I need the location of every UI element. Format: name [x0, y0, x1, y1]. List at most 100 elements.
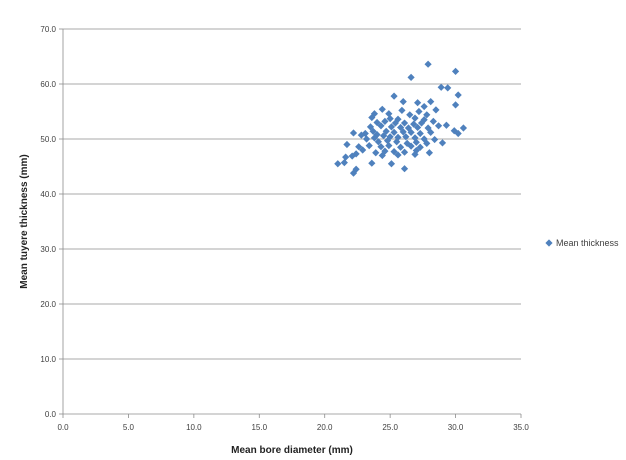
y-tick-label: 70.0	[40, 25, 56, 34]
legend: Mean thickness	[545, 238, 619, 248]
data-point	[373, 118, 381, 127]
data-point	[406, 111, 414, 119]
data-point	[357, 131, 365, 139]
x-axis-title: Mean bore diameter (mm)	[231, 445, 353, 456]
data-point	[407, 73, 415, 81]
y-tick-label: 30.0	[40, 245, 56, 254]
y-tick-label: 0.0	[45, 410, 57, 419]
data-point	[425, 149, 433, 157]
data-point	[411, 134, 419, 142]
x-tick-label: 0.0	[57, 423, 69, 432]
y-tick-label: 10.0	[40, 355, 56, 364]
data-point	[387, 123, 396, 131]
data-point	[399, 98, 407, 106]
data-point	[386, 133, 394, 141]
data-point	[411, 114, 419, 122]
data-point	[423, 139, 431, 147]
data-point	[412, 138, 420, 146]
data-point	[451, 67, 460, 75]
data-point	[427, 128, 435, 136]
data-point	[380, 132, 388, 140]
tick-labels: 0.0 10.0 20.0 30.0 40.0 50.0 60.0 70.0 0.0 5.0 10.…	[40, 25, 529, 432]
x-tick-label: 10.0	[186, 423, 202, 432]
data-point	[386, 115, 394, 123]
data-point	[343, 140, 351, 149]
data-point	[365, 142, 373, 150]
data-point	[381, 117, 389, 125]
legend-label: Mean thickness	[556, 238, 619, 248]
data-point	[402, 133, 410, 141]
data-point	[390, 92, 398, 100]
data-point	[412, 146, 420, 155]
y-tick-label: 40.0	[40, 190, 56, 199]
data-point	[454, 91, 462, 99]
data-point	[377, 122, 385, 130]
data-point	[420, 102, 428, 111]
data-point	[432, 106, 440, 114]
data-point	[397, 143, 405, 151]
x-tick-label: 20.0	[317, 423, 333, 432]
x-tick-label: 35.0	[513, 423, 529, 432]
data-point	[390, 148, 398, 156]
data-point	[398, 106, 406, 114]
y-tick-label: 20.0	[40, 300, 56, 309]
data-point	[438, 139, 447, 147]
x-tick-label: 25.0	[382, 423, 398, 432]
y-tick-label: 50.0	[40, 135, 56, 144]
data-point	[394, 115, 402, 123]
data-point	[349, 129, 358, 137]
data-point	[342, 153, 350, 161]
data-point	[372, 149, 380, 157]
data-point	[348, 152, 356, 160]
data-point	[459, 124, 468, 132]
data-point	[377, 143, 385, 151]
data-point	[378, 105, 386, 113]
data-point	[451, 101, 460, 109]
data-point	[355, 143, 363, 151]
axes	[59, 28, 522, 418]
data-point	[340, 159, 348, 167]
data-point	[414, 123, 422, 132]
data-point	[424, 60, 432, 68]
y-axis-title: Mean tuyere thickness (mm)	[19, 154, 30, 289]
data-point	[368, 159, 376, 167]
data-point	[416, 129, 424, 138]
data-point	[407, 142, 415, 150]
data-point	[349, 169, 358, 177]
data-point	[369, 127, 377, 135]
data-point	[415, 107, 423, 116]
data-point	[404, 124, 413, 132]
data-point	[394, 151, 402, 159]
data-point	[417, 119, 426, 127]
data-point	[391, 119, 399, 127]
legend-marker-diamond	[545, 239, 553, 247]
data-point	[423, 111, 431, 119]
data-point	[407, 128, 415, 136]
data-point	[434, 122, 443, 130]
x-tick-label: 5.0	[123, 423, 135, 432]
data-point	[400, 119, 409, 127]
data-point	[390, 128, 398, 136]
data-point	[374, 138, 382, 146]
data-point	[393, 138, 401, 146]
data-point	[361, 129, 369, 138]
y-tick-label: 60.0	[40, 80, 56, 89]
data-point	[394, 133, 402, 141]
data-points	[334, 60, 468, 177]
data-point	[431, 135, 439, 144]
data-point	[442, 121, 451, 129]
data-point	[359, 146, 367, 154]
data-point	[362, 135, 371, 143]
data-point	[437, 83, 445, 91]
data-point	[400, 148, 409, 156]
data-point	[427, 98, 435, 106]
data-point	[444, 84, 452, 92]
data-point	[400, 165, 409, 173]
data-point	[454, 129, 462, 138]
x-tick-label: 30.0	[448, 423, 464, 432]
data-point	[370, 134, 379, 142]
data-point	[387, 160, 396, 168]
gridlines	[63, 28, 521, 360]
data-point	[450, 127, 458, 135]
